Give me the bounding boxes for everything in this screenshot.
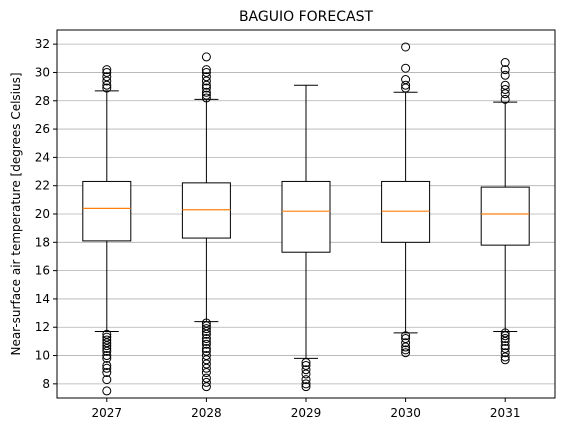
outlier-point [102, 375, 112, 385]
y-tick-label: 26 [35, 122, 50, 136]
outlier-point [201, 324, 211, 334]
outlier-point [401, 338, 411, 348]
outlier-point [301, 358, 311, 368]
outlier-point [500, 341, 510, 351]
outlier-point [102, 65, 112, 75]
outlier-point [201, 52, 211, 62]
outlier-point [301, 382, 311, 392]
box [381, 180, 431, 243]
outlier-point [301, 369, 311, 379]
outlier-point [401, 75, 411, 85]
outlier-point [201, 87, 211, 97]
outlier-point [500, 58, 510, 68]
y-tick-label: 22 [35, 179, 50, 193]
y-tick-label: 16 [35, 264, 50, 278]
outlier-point [201, 382, 211, 392]
y-tick-label: 32 [35, 37, 50, 51]
outlier-point [201, 336, 211, 346]
axis-layer: 8 10 12 14 16 18 20 22 24 26 28 30 32 2027 2028 2029 203… [35, 37, 521, 420]
outlier-point [102, 341, 112, 351]
outlier-point [500, 65, 510, 75]
outlier-point [102, 353, 112, 363]
y-tick-label: 20 [35, 207, 50, 221]
outlier-point [500, 352, 510, 362]
y-tick-label: 18 [35, 235, 50, 249]
outlier-point [201, 368, 211, 378]
outlier-point [201, 67, 211, 77]
outlier-point [401, 342, 411, 352]
outlier-point [201, 363, 211, 373]
box-group [480, 58, 530, 365]
outlier-point [500, 331, 510, 341]
box-group [381, 42, 431, 358]
outlier-point [401, 331, 411, 341]
outlier-point [201, 83, 211, 93]
outlier-point [201, 90, 211, 100]
outlier-point [201, 377, 211, 387]
outlier-point [102, 351, 112, 361]
outlier-point [102, 346, 112, 356]
outlier-point [102, 83, 112, 93]
box-group [181, 52, 231, 392]
y-tick-label: 24 [35, 150, 50, 164]
outlier-point [500, 355, 510, 365]
box-group [281, 84, 331, 392]
outlier-point [401, 63, 411, 73]
x-tick-label: 2027 [92, 406, 123, 420]
outlier-point [102, 368, 112, 378]
outlier-point [401, 345, 411, 355]
outlier-point [201, 334, 211, 344]
x-tick-label: 2031 [490, 406, 521, 420]
x-tick-label: 2029 [291, 406, 322, 420]
y-tick-label: 30 [35, 65, 50, 79]
plot-layer [82, 42, 530, 396]
box [281, 180, 331, 253]
outlier-point [201, 343, 211, 353]
outlier-point [401, 348, 411, 358]
outlier-point [301, 365, 311, 375]
outlier-point [401, 42, 411, 52]
outlier-point [102, 360, 112, 370]
outlier-point [500, 336, 510, 346]
y-tick-label: 10 [35, 349, 50, 363]
x-tick-label: 2028 [191, 406, 222, 420]
box [82, 180, 132, 242]
outlier-point [102, 72, 112, 82]
outlier-point [201, 339, 211, 349]
outlier-point [102, 343, 112, 353]
chart-title: BAGUIO FORECAST [239, 9, 374, 25]
box [480, 186, 530, 246]
y-tick-label: 12 [35, 320, 50, 334]
outlier-point [301, 379, 311, 389]
outlier-point [500, 348, 510, 358]
outlier-point [500, 70, 510, 80]
y-tick-label: 14 [35, 292, 50, 306]
outlier-point [201, 72, 211, 82]
outlier-point [201, 326, 211, 336]
outlier-point [201, 93, 211, 103]
outlier-point [401, 80, 411, 90]
outlier-point [301, 375, 311, 385]
y-axis-label: Near-surface air temperature [degrees Ce… [9, 72, 23, 355]
outlier-point [102, 386, 112, 396]
y-tick-label: 8 [42, 377, 50, 391]
outlier-point [102, 363, 112, 373]
outlier-point [201, 65, 211, 75]
y-tick-label: 28 [35, 94, 50, 108]
outlier-point [500, 334, 510, 344]
outlier-point [500, 80, 510, 90]
box-group [82, 65, 132, 396]
x-tick-label: 2030 [390, 406, 421, 420]
outlier-point [102, 67, 112, 77]
outlier-point [500, 84, 510, 94]
outlier-point [201, 329, 211, 339]
outlier-point [500, 94, 510, 104]
box [181, 182, 231, 239]
